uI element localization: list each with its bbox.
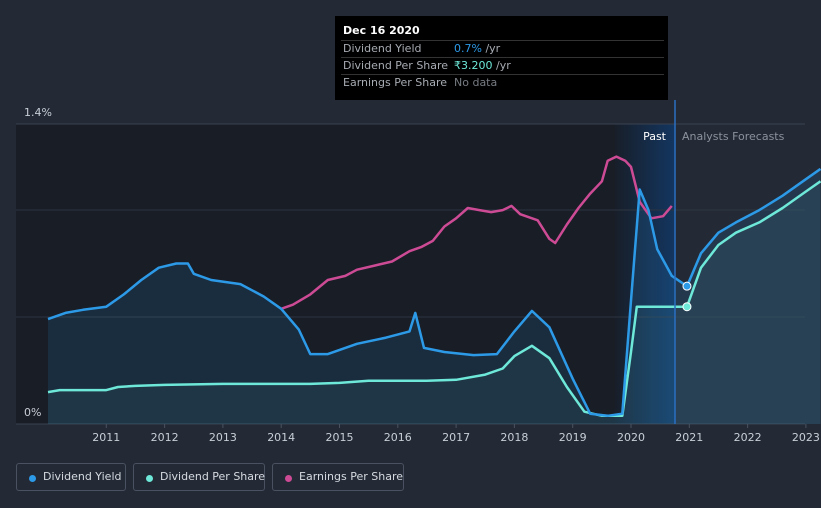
dividend-per-share-line <box>47 180 821 418</box>
tooltip-label: Earnings Per Share <box>343 76 448 89</box>
x-tick-label: 2017 <box>442 431 470 444</box>
tooltip: Dec 16 2020 Dividend Yield 0.7% /yr Divi… <box>335 16 668 100</box>
x-tick-label: 2023 <box>792 431 820 444</box>
dividend-per-share-marker[interactable] <box>682 302 692 312</box>
legend-label: Dividend Per Share <box>160 470 266 483</box>
tooltip-value: No data <box>454 76 498 89</box>
dividend-per-share-area <box>48 181 821 424</box>
legend-item-dividend-yield[interactable]: Dividend Yield <box>16 463 126 491</box>
x-tick-label: 2021 <box>675 431 703 444</box>
legend-dot-icon <box>146 475 153 482</box>
x-tick-label: 2018 <box>500 431 528 444</box>
y-tick-label-zero: 0% <box>24 406 41 419</box>
x-tick-label: 2020 <box>617 431 645 444</box>
past-label: Past <box>643 130 667 143</box>
dividend-yield-marker[interactable] <box>682 281 692 291</box>
x-tick-label: 2013 <box>209 431 237 444</box>
legend-label: Earnings Per Share <box>299 470 404 483</box>
x-tick-label: 2015 <box>326 431 354 444</box>
legend-dot-icon <box>29 475 36 482</box>
x-tick-label: 2019 <box>559 431 587 444</box>
dividend-yield-line <box>47 167 821 418</box>
earnings-per-share-line <box>280 155 673 310</box>
x-tick-label: 2014 <box>267 431 295 444</box>
tooltip-label: Dividend Yield <box>343 42 422 55</box>
past-region <box>16 124 675 424</box>
x-tick-label: 2016 <box>384 431 412 444</box>
x-tick-label: 2012 <box>151 431 179 444</box>
x-axis-ticks: 2011 2012 2013 2014 2015 2016 2017 2018 2019 2020… <box>92 424 820 444</box>
tooltip-label: Dividend Per Share <box>343 59 449 72</box>
legend-dot-icon <box>285 475 292 482</box>
legend-item-earnings-per-share[interactable]: Earnings Per Share <box>272 463 404 491</box>
x-tick-label: 2011 <box>92 431 120 444</box>
legend-label: Dividend Yield <box>43 470 122 483</box>
x-tick-label: 2022 <box>734 431 762 444</box>
tooltip-value: ₹3.200 /yr <box>454 59 511 72</box>
forecast-label: Analysts Forecasts <box>682 130 785 143</box>
tooltip-date: Dec 16 2020 <box>343 24 420 37</box>
tooltip-row-dividend-per-share: Dividend Per Share ₹3.200 /yr <box>335 57 668 74</box>
y-tick-label-top: 1.4% <box>24 106 52 119</box>
tooltip-row-dividend-yield: Dividend Yield 0.7% /yr <box>335 40 668 57</box>
tooltip-value: 0.7% /yr <box>454 42 501 55</box>
legend-item-dividend-per-share[interactable]: Dividend Per Share <box>133 463 265 491</box>
tooltip-row-earnings-per-share: Earnings Per Share No data <box>335 74 668 91</box>
